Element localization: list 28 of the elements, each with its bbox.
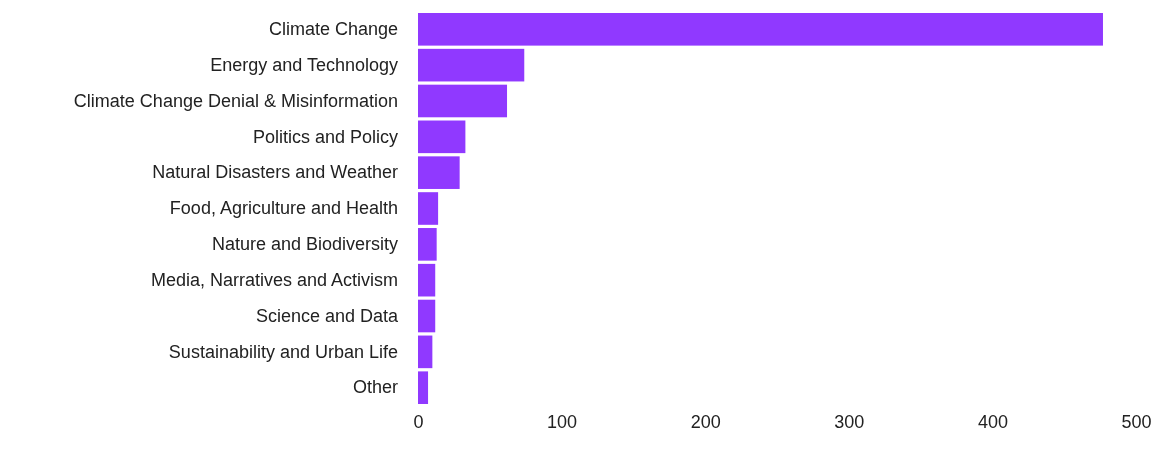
y-tick-label: Food, Agriculture and Health bbox=[169, 198, 398, 219]
y-tick-label: Nature and Biodiversity bbox=[211, 234, 398, 255]
x-tick-label: 300 bbox=[834, 411, 865, 432]
y-tick-label: Media, Narratives and Activism bbox=[150, 269, 398, 290]
y-tick-label: Natural Disasters and Weather bbox=[152, 162, 398, 183]
bar bbox=[418, 120, 466, 154]
y-tick-label: Sustainability and Urban Life bbox=[168, 341, 398, 362]
bar bbox=[418, 335, 433, 369]
bar bbox=[418, 156, 460, 189]
y-tick-label: Science and Data bbox=[255, 305, 399, 326]
y-tick-label: Politics and Policy bbox=[252, 126, 398, 147]
y-tick-label: Other bbox=[352, 377, 398, 398]
bar bbox=[418, 299, 436, 333]
x-tick-label: 100 bbox=[547, 411, 578, 432]
x-tick-label: 400 bbox=[977, 411, 1008, 432]
bar bbox=[418, 192, 439, 225]
bar bbox=[418, 371, 429, 404]
bar bbox=[418, 48, 525, 82]
bar bbox=[418, 84, 508, 118]
x-tick-label: 500 bbox=[1121, 411, 1152, 432]
bar bbox=[418, 263, 436, 297]
x-tick-label: 0 bbox=[413, 411, 424, 432]
y-tick-label: Energy and Technology bbox=[210, 54, 398, 75]
y-tick-label: Climate Change Denial & Misinformation bbox=[73, 90, 398, 111]
bar bbox=[418, 13, 1103, 46]
x-tick-label: 200 bbox=[690, 411, 721, 432]
y-tick-label: Climate Change bbox=[268, 19, 398, 40]
bar bbox=[418, 228, 437, 261]
